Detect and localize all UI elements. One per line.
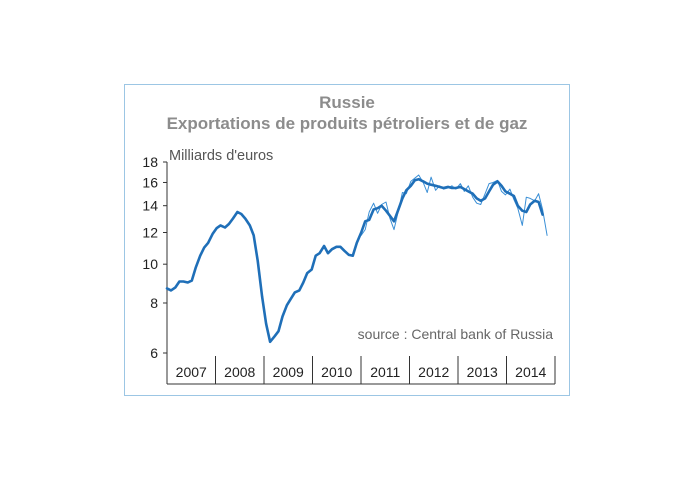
source-note: source : Central bank of Russia bbox=[358, 326, 554, 342]
x-tick-label: 2009 bbox=[273, 364, 304, 380]
x-tick-label: 2013 bbox=[467, 364, 498, 380]
y-tick-label: 18 bbox=[142, 154, 158, 170]
axes bbox=[166, 162, 555, 385]
chart-frame bbox=[124, 84, 570, 396]
x-tick-label: 2010 bbox=[321, 364, 352, 380]
x-tick-label: 2012 bbox=[418, 364, 449, 380]
x-tick-label: 2011 bbox=[370, 364, 400, 380]
y-tick-label: 16 bbox=[142, 174, 158, 190]
y-tick-label: 10 bbox=[142, 256, 158, 272]
series-monthly-line bbox=[360, 174, 548, 236]
chart-subtitle: Exportations de produits pétroliers et d… bbox=[167, 114, 528, 133]
x-tick-label: 2014 bbox=[515, 364, 546, 380]
y-tick-label: 14 bbox=[142, 198, 158, 214]
chart-title: Russie bbox=[319, 93, 375, 112]
y-tick-label: 8 bbox=[150, 295, 158, 311]
y-axis-label: Milliards d'euros bbox=[169, 148, 273, 164]
y-axis-ticks: 6 8 10 12 14 16 18 bbox=[142, 154, 167, 361]
series-lines bbox=[165, 174, 548, 344]
y-tick-label: 6 bbox=[150, 345, 158, 361]
y-tick-label: 12 bbox=[142, 224, 158, 240]
x-axis-ticks: 2007 2008 2009 2010 2011 2012 2013 2014 bbox=[176, 356, 556, 384]
series-smoothed-line bbox=[165, 177, 544, 344]
x-tick-label: 2008 bbox=[224, 364, 255, 380]
x-tick-label: 2007 bbox=[176, 364, 207, 380]
